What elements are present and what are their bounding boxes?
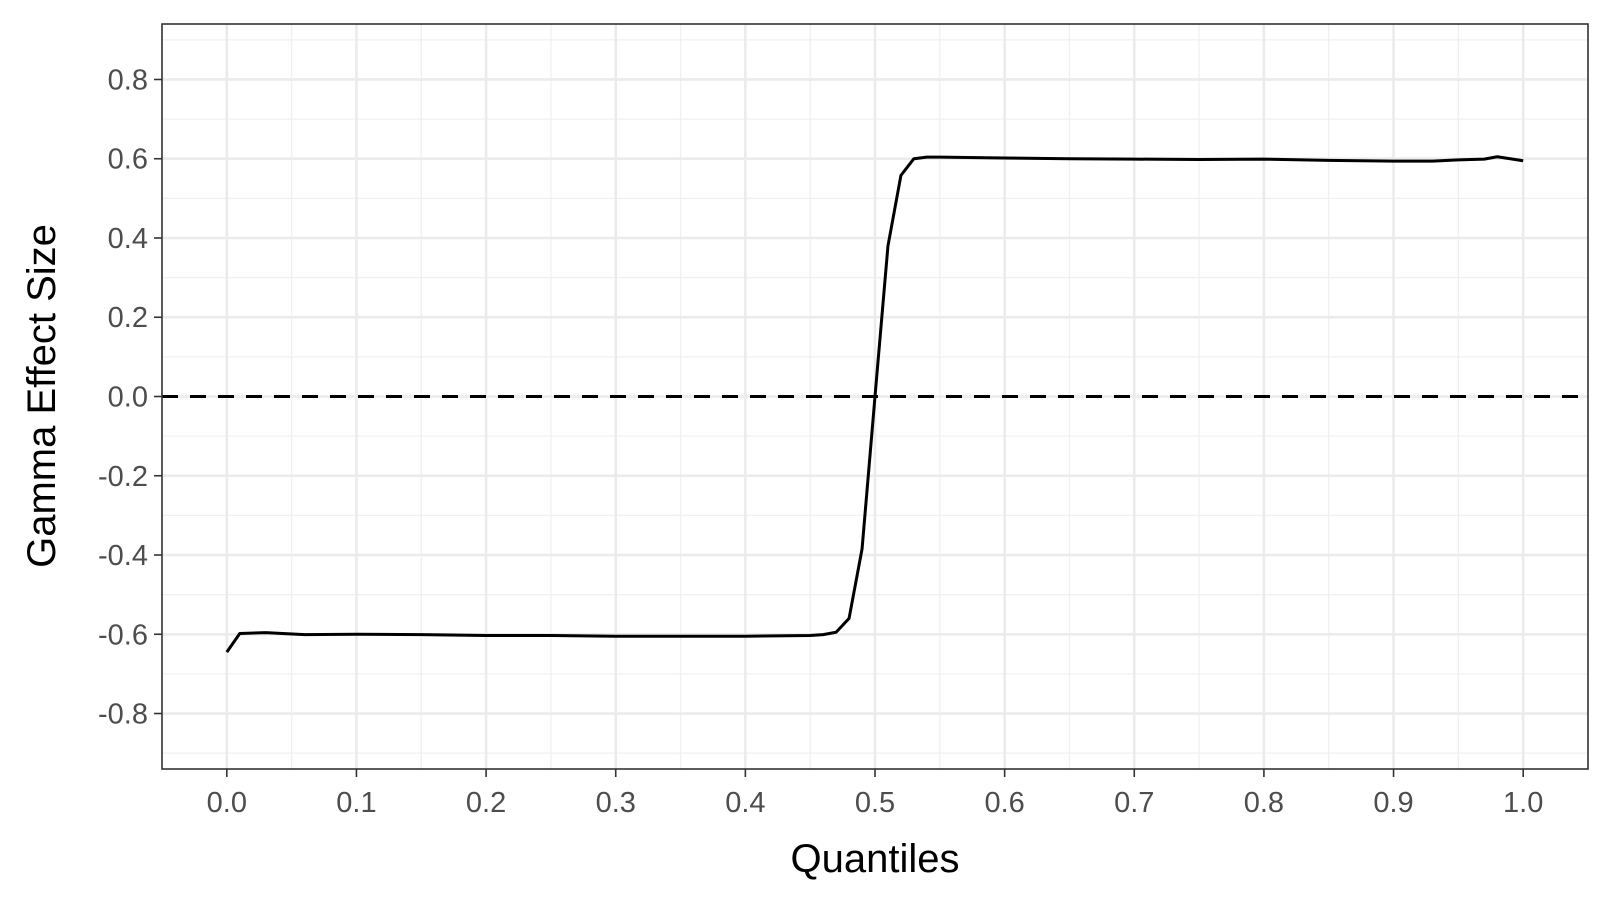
x-tick-label: 0.6 <box>984 787 1024 819</box>
x-axis-title: Quantiles <box>791 837 960 881</box>
x-tick-label: 0.1 <box>336 787 376 819</box>
x-tick-label: 0.4 <box>725 787 765 819</box>
x-tick-label: 0.3 <box>596 787 636 819</box>
x-tick-label: 0.8 <box>1244 787 1284 819</box>
y-tick-label: -0.4 <box>98 540 148 572</box>
y-tick-label: 0.2 <box>108 302 148 334</box>
major-gridlines <box>162 24 1588 769</box>
y-axis-title: Gamma Effect Size <box>20 224 64 568</box>
series-line <box>225 155 1524 653</box>
x-axis-ticks: 0.0 0.1 0.2 0.3 0.4 0.5 0.6 0.7 0.8 0.9 1.0 <box>207 769 1543 819</box>
y-tick-label: 0.6 <box>108 144 148 176</box>
x-tick-label: 0.0 <box>207 787 247 819</box>
y-tick-label: -0.8 <box>98 699 148 731</box>
x-tick-label: 1.0 <box>1503 787 1543 819</box>
y-tick-label: -0.2 <box>98 461 148 493</box>
series-layer <box>225 155 1524 653</box>
x-tick-label: 0.7 <box>1114 787 1154 819</box>
x-tick-label: 0.5 <box>855 787 895 819</box>
y-tick-label: 0.8 <box>108 64 148 96</box>
y-tick-label: -0.6 <box>98 619 148 651</box>
x-tick-label: 0.9 <box>1373 787 1413 819</box>
y-tick-label: 0.0 <box>108 382 148 414</box>
x-tick-label: 0.2 <box>466 787 506 819</box>
y-axis-ticks: -0.8 -0.6 -0.4 -0.2 0.0 0.2 0.4 0.6 0.8 <box>98 64 162 731</box>
y-tick-label: 0.4 <box>108 223 148 255</box>
